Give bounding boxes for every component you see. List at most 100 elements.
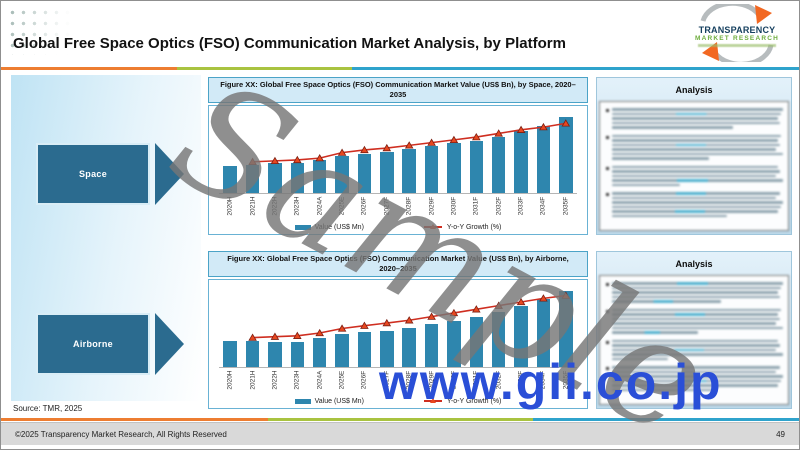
bar-cell — [465, 112, 487, 193]
blurred-text-line — [612, 313, 778, 316]
growth-marker-icon — [539, 122, 548, 131]
blurred-text-line — [612, 308, 782, 311]
x-axis-label: 2030F — [450, 196, 458, 216]
x-tick: 2030F — [443, 194, 465, 220]
growth-marker-icon — [337, 324, 347, 332]
x-axis-label: 2033F — [517, 196, 525, 216]
x-axis-label: 2026F — [360, 196, 368, 216]
blurred-text-line — [612, 291, 778, 294]
growth-marker-icon — [404, 316, 414, 324]
x-axis-label: 2025E — [338, 196, 346, 216]
x-tick: 2034F — [532, 194, 554, 220]
value-bar — [312, 338, 327, 367]
blurred-text-line — [612, 192, 780, 195]
value-bar — [312, 160, 327, 193]
value-bar — [469, 316, 484, 367]
chart-title: Figure XX: Global Free Space Optics (FSO… — [208, 251, 588, 277]
blurred-text-line — [612, 388, 715, 391]
growth-marker-icon — [516, 125, 526, 133]
plot-area — [219, 286, 577, 368]
separator-teal-segment — [533, 418, 799, 421]
analysis-box-airborne: Analysis — [596, 251, 792, 409]
bar-cell — [353, 286, 375, 367]
bar-cell — [309, 112, 331, 193]
blurred-text-line — [612, 170, 780, 173]
bar-cell — [331, 286, 353, 367]
growth-marker-icon — [427, 312, 436, 320]
x-axis-label: 2031F — [472, 196, 480, 216]
x-tick: 2029F — [420, 194, 442, 220]
legend-bar-label: Value (US$ Mn) — [314, 397, 364, 405]
x-tick: 2025E — [331, 194, 353, 220]
blurred-text-line — [612, 286, 782, 289]
separator-orange-segment — [1, 67, 177, 70]
legend-triangle-marker-icon — [429, 397, 436, 403]
growth-marker-icon — [472, 132, 481, 141]
value-bar — [536, 126, 551, 193]
growth-marker-icon — [449, 308, 459, 317]
bullet-icon — [606, 367, 609, 370]
footer-separator — [1, 418, 799, 421]
x-axis-label: 2021H — [249, 370, 257, 390]
x-tick: 2030F — [443, 368, 465, 394]
plot-area — [219, 112, 577, 194]
blurred-text-line — [612, 348, 777, 351]
bar-cell — [264, 112, 286, 193]
separator-green-segment — [176, 67, 353, 70]
x-axis-label: 2032F — [495, 196, 503, 216]
bullet-icon — [606, 193, 609, 196]
blurred-bullet-paragraph — [605, 308, 783, 336]
blurred-bullet-paragraph — [605, 134, 783, 162]
blurred-text-line — [612, 165, 778, 168]
x-axis-label: 2024A — [316, 196, 324, 216]
chart-card-space: Figure XX: Global Free Space Optics (FSO… — [208, 77, 588, 235]
blurred-text-line — [612, 326, 783, 329]
separator-green-segment — [267, 418, 534, 421]
platform-label-airborne: Airborne — [73, 339, 113, 349]
bar-cell — [241, 112, 263, 193]
bar-cell — [398, 112, 420, 193]
x-tick: 2035F — [555, 194, 577, 220]
platform-box: Airborne — [36, 313, 150, 375]
blurred-text-line — [612, 214, 727, 217]
x-tick: 2031F — [465, 194, 487, 220]
bar-cell — [376, 112, 398, 193]
value-bar — [357, 153, 372, 193]
separator-orange-segment — [1, 418, 268, 421]
growth-marker-icon — [494, 301, 503, 309]
bar-cell — [286, 286, 308, 367]
legend-bar-swatch — [294, 224, 311, 230]
blurred-text-line — [612, 322, 777, 325]
x-tick: 2022H — [264, 194, 286, 220]
growth-marker-icon — [449, 135, 459, 144]
bar-cell — [398, 286, 420, 367]
blurred-bullet-paragraph — [605, 339, 783, 363]
x-axis-label: 2035F — [562, 370, 570, 390]
blurred-text-line — [612, 143, 780, 146]
x-axis-label: 2028F — [405, 370, 413, 390]
growth-marker-icon — [360, 145, 369, 154]
growth-marker-icon — [315, 328, 324, 337]
analysis-header: Analysis — [675, 259, 713, 269]
bar-cell — [510, 112, 532, 193]
analysis-blurred-text — [599, 101, 789, 231]
growth-marker-icon — [293, 331, 302, 339]
blurred-text-line — [612, 210, 778, 213]
value-bar — [491, 312, 506, 367]
legend-bar-label: Value (US$ Mn) — [314, 223, 364, 231]
chart-card-airborne: Figure XX: Global Free Space Optics (FSO… — [208, 251, 588, 409]
bar-cell — [264, 286, 286, 367]
platform-arrow-airborne: Airborne — [36, 313, 186, 375]
x-tick: 2022H — [264, 368, 286, 394]
growth-marker-icon — [382, 143, 392, 152]
analysis-blurred-text — [599, 275, 789, 405]
growth-marker-icon — [270, 156, 280, 165]
blurred-text-line — [612, 201, 783, 204]
value-bar — [245, 341, 260, 367]
separator-teal-segment — [352, 67, 799, 70]
x-axis-label: 2025E — [338, 370, 346, 390]
legend-item-growth: Y-o-Y Growth (%) — [423, 223, 501, 231]
bar-cell — [309, 286, 331, 367]
x-axis-label: 2029F — [428, 196, 436, 216]
